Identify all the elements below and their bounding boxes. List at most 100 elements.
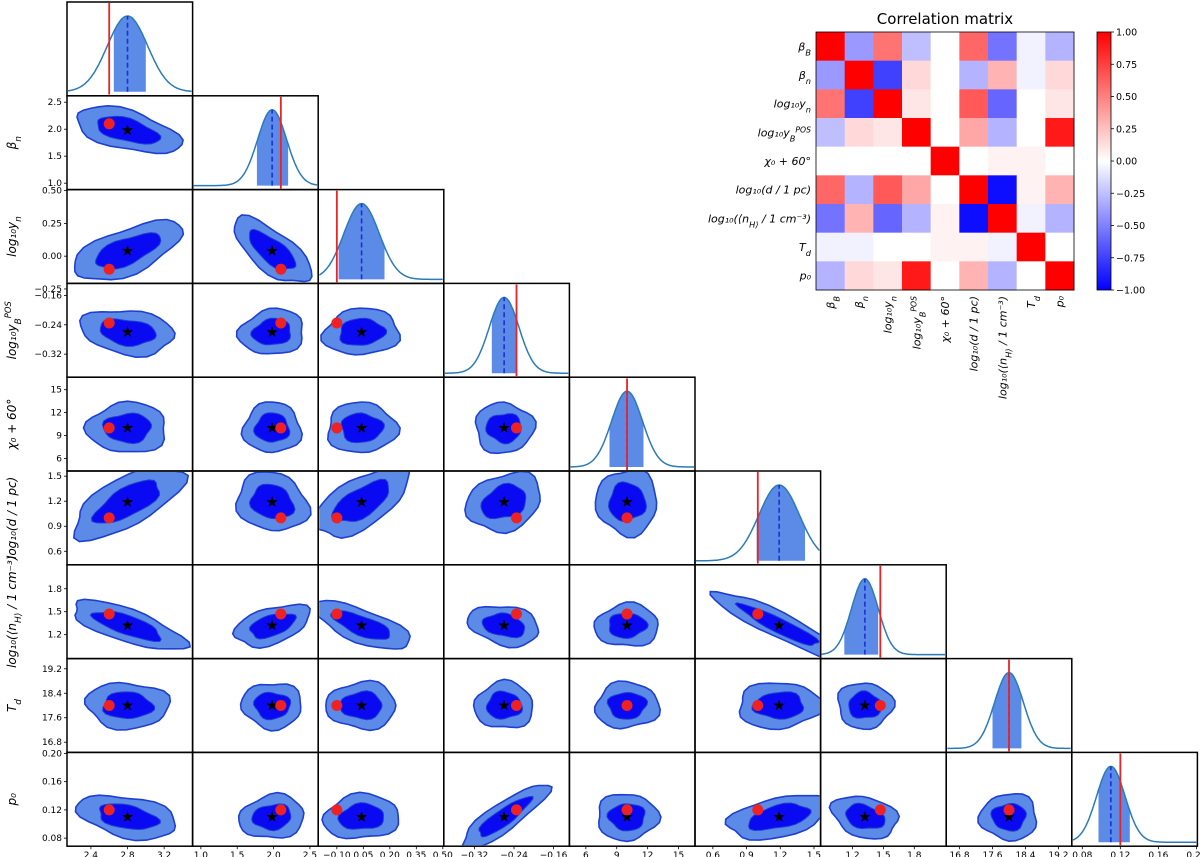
panel-content bbox=[325, 679, 397, 732]
y-tick-label: 0.50 bbox=[42, 187, 62, 197]
panel-content bbox=[237, 791, 305, 839]
y-axis-label: log₁₀yBPOS bbox=[3, 301, 24, 360]
true-value-marker bbox=[103, 422, 115, 434]
matrix-cell bbox=[873, 204, 903, 234]
panel-content bbox=[233, 214, 313, 283]
posterior-mean-star bbox=[266, 421, 278, 433]
matrix-cell bbox=[1045, 146, 1075, 176]
panel-content bbox=[74, 598, 192, 650]
panel-content bbox=[193, 96, 318, 189]
true-value-marker bbox=[874, 700, 886, 711]
posterior-mean-star bbox=[121, 811, 134, 822]
colorbar bbox=[1096, 31, 1112, 291]
panel-T_d-vs-log10_yB_POS bbox=[443, 657, 571, 754]
credible-band bbox=[844, 578, 879, 655]
matrix-cell bbox=[988, 232, 1018, 262]
posterior-mean-star bbox=[355, 326, 368, 337]
matrix-cell bbox=[816, 261, 846, 291]
correlation-matrix: Correlation matrix βB βB βn βn log₁₀yn log₁₀yn… bbox=[708, 10, 1145, 399]
x-tick-label: 18.4 bbox=[1015, 851, 1035, 857]
matrix-cell bbox=[902, 261, 932, 291]
matrix-cell bbox=[930, 175, 960, 205]
true-value-marker bbox=[621, 512, 633, 524]
credible-band bbox=[992, 672, 1022, 749]
posterior-mean-star bbox=[121, 421, 134, 433]
true-value-marker bbox=[103, 804, 115, 816]
matrix-cell bbox=[873, 232, 903, 262]
matrix-col-label: log₁₀yBPOS bbox=[909, 296, 928, 349]
matrix-cell bbox=[1016, 261, 1046, 291]
true-value-marker bbox=[103, 263, 115, 275]
panel-log10_nH-vs-log10_yB_POS bbox=[443, 564, 571, 660]
panel-content bbox=[837, 682, 896, 731]
true-value-marker bbox=[510, 608, 522, 620]
panel-log10_yB_POS-vs-beta_B: −0.32 −0.24 −0.16 bbox=[34, 282, 194, 378]
panel-content bbox=[68, 3, 192, 95]
posterior-mean-star bbox=[266, 496, 278, 507]
x-tick-label: 19.2 bbox=[1048, 851, 1068, 857]
panel-frame bbox=[1071, 751, 1199, 847]
x-tick-label: 0.20 bbox=[380, 851, 400, 857]
panel-beta_B-vs-beta_B bbox=[66, 1, 194, 97]
panel-p0-vs-p0: 0.080.120.160.20p₀ bbox=[1071, 751, 1200, 857]
matrix-cell bbox=[1016, 32, 1046, 62]
x-tick-label: 0.05 bbox=[353, 851, 373, 857]
credible-band bbox=[491, 297, 517, 374]
x-tick-label: 1.8 bbox=[907, 851, 922, 857]
true-value-marker bbox=[752, 700, 764, 711]
matrix-cell bbox=[873, 261, 903, 291]
panel-log10_nH-vs-log10_d bbox=[694, 564, 822, 660]
posterior-mean-star bbox=[121, 699, 134, 711]
posterior-mean-star bbox=[121, 326, 134, 337]
x-tick-label: 0.50 bbox=[433, 851, 453, 857]
posterior-mean-star bbox=[355, 619, 368, 631]
matrix-cell bbox=[988, 89, 1018, 119]
x-tick-label: 2.8 bbox=[120, 851, 135, 857]
panel-content bbox=[239, 683, 302, 732]
posterior-mean-star bbox=[773, 619, 785, 631]
y-tick-label: 0.08 bbox=[42, 834, 62, 844]
panel-content bbox=[235, 307, 303, 355]
y-tick-label: −0.16 bbox=[34, 291, 62, 301]
matrix-cell bbox=[1045, 232, 1075, 262]
posterior-curve bbox=[821, 578, 946, 656]
matrix-cell bbox=[873, 32, 903, 62]
colorbar-tick-label: −0.50 bbox=[1116, 221, 1145, 232]
x-tick-label: −0.10 bbox=[323, 851, 351, 857]
panel-T_d-vs-log10_d bbox=[694, 657, 822, 754]
matrix-cell bbox=[902, 175, 932, 205]
panel-p0-vs-beta_B: 0.080.120.160.202.42.83.2βB bbox=[42, 749, 194, 857]
matrix-cell bbox=[930, 32, 960, 62]
matrix-cell bbox=[902, 89, 932, 119]
panel-log10_nH-vs-log10_nH bbox=[819, 564, 947, 660]
matrix-cell bbox=[1045, 204, 1075, 234]
panel-log10_yB_POS-vs-log10_y_n bbox=[317, 282, 445, 378]
x-tick-label: 0.16 bbox=[1148, 851, 1168, 857]
panel-log10_y_n-vs-beta_n bbox=[191, 188, 319, 285]
matrix-cell bbox=[959, 146, 989, 176]
posterior-mean-star bbox=[498, 496, 510, 507]
matrix-cell bbox=[959, 175, 989, 205]
true-value-marker bbox=[331, 512, 343, 524]
true-value-marker bbox=[621, 804, 633, 816]
matrix-cell bbox=[930, 146, 960, 176]
panel-log10_nH-vs-log10_y_n bbox=[317, 564, 445, 660]
panel-chi0_plus_60-vs-log10_y_n bbox=[317, 376, 445, 472]
matrix-row-label: βn bbox=[798, 69, 811, 86]
y-tick-label: 0.25 bbox=[42, 219, 62, 229]
posterior-curve bbox=[570, 390, 694, 468]
posterior-mean-star bbox=[773, 699, 785, 711]
posterior-curve bbox=[68, 15, 192, 93]
panel-content bbox=[319, 190, 443, 283]
y-tick-label: 15 bbox=[51, 386, 62, 396]
true-value-marker bbox=[621, 700, 633, 711]
panel-T_d-vs-beta_n bbox=[191, 657, 319, 754]
colorbar-tick-label: 0.00 bbox=[1116, 157, 1137, 168]
posterior-mean-star bbox=[355, 421, 368, 433]
true-value-marker bbox=[1003, 804, 1015, 816]
y-axis-label: p₀ bbox=[5, 793, 19, 807]
y-tick-label: 1.2 bbox=[48, 497, 62, 507]
